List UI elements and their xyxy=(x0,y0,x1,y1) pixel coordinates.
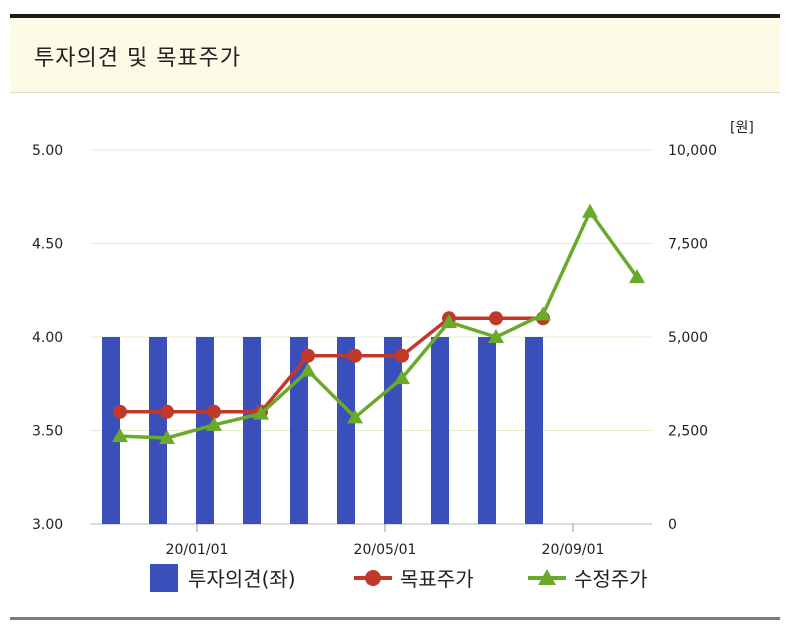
y-left-tick-label: 4.50 xyxy=(32,237,63,253)
point-adjusted-price xyxy=(488,329,504,343)
point-adjusted-price xyxy=(300,362,316,377)
bar-opinion xyxy=(243,337,261,524)
point-adjusted-price xyxy=(535,306,551,321)
point-target-price xyxy=(160,404,174,419)
bar-opinion xyxy=(196,337,214,524)
y-right-tick-label: 0 xyxy=(668,517,677,533)
chart-panel: 투자의견 및 목표주가 5.00 4.50 4.00 3.50 3.00 10,000 7,… xyxy=(10,0,780,635)
legend-label-adjusted-price: 수정주가 xyxy=(574,567,648,591)
panel-header: 투자의견 및 목표주가 xyxy=(10,18,780,93)
x-tick-label: 20/09/01 xyxy=(542,542,605,558)
legend-marker-adjusted-price xyxy=(538,569,556,585)
point-adjusted-price xyxy=(253,405,269,420)
legend-label-target-price: 목표주가 xyxy=(400,567,474,591)
y-right-tick-label: 10,000 xyxy=(668,143,717,159)
point-adjusted-price xyxy=(206,416,222,431)
combo-chart: 5.00 4.50 4.00 3.50 3.00 10,000 7,500 5,000 2,50… xyxy=(32,120,754,592)
y-left-tick-label: 5.00 xyxy=(32,143,63,159)
point-target-price xyxy=(395,348,409,363)
bar-opinion xyxy=(525,337,543,524)
line-target-price xyxy=(120,316,543,414)
point-target-price xyxy=(301,348,315,363)
bar-opinion xyxy=(337,337,355,524)
line-series xyxy=(112,203,645,444)
point-target-price xyxy=(113,404,127,419)
y-right-tick-label: 7,500 xyxy=(668,237,708,253)
line-adjusted-price xyxy=(119,209,639,440)
point-adjusted-price xyxy=(629,269,645,284)
legend: 투자의견(좌) 목표주가 수정주가 xyxy=(150,564,648,592)
page-title: 투자의견 및 목표주가 xyxy=(34,46,242,71)
y-left-tick-label: 3.00 xyxy=(32,517,63,533)
y-right-tick-label: 5,000 xyxy=(668,330,708,346)
axes: 5.00 4.50 4.00 3.50 3.00 10,000 7,500 5,000 2,50… xyxy=(32,120,754,558)
point-adjusted-price xyxy=(394,370,410,385)
bar-series-opinion xyxy=(102,337,543,524)
point-target-price xyxy=(207,404,221,419)
point-adjusted-price xyxy=(347,409,363,424)
point-adjusted-price xyxy=(582,203,598,218)
y-left-tick-label: 3.50 xyxy=(32,424,63,440)
y-left-tick-label: 4.00 xyxy=(32,330,63,346)
point-adjusted-price xyxy=(441,314,457,329)
bar-opinion xyxy=(431,337,449,524)
bar-opinion xyxy=(149,337,167,524)
point-adjusted-price xyxy=(112,428,128,443)
y-right-unit-label: [원] xyxy=(730,120,754,136)
bottom-border xyxy=(10,617,780,620)
bar-opinion xyxy=(102,337,120,524)
bar-opinion xyxy=(478,337,496,524)
legend-label-opinion: 투자의견(좌) xyxy=(188,567,296,591)
point-target-price xyxy=(348,348,362,363)
x-tick-label: 20/05/01 xyxy=(354,542,417,558)
y-right-tick-label: 2,500 xyxy=(668,424,708,440)
legend-swatch-opinion xyxy=(150,564,178,592)
bar-opinion xyxy=(384,337,402,524)
gridlines xyxy=(90,149,652,525)
point-target-price xyxy=(489,311,503,326)
x-tick-label: 20/01/01 xyxy=(166,542,229,558)
point-adjusted-price xyxy=(159,429,175,444)
legend-marker-target-price xyxy=(365,570,381,586)
top-border xyxy=(10,14,780,18)
